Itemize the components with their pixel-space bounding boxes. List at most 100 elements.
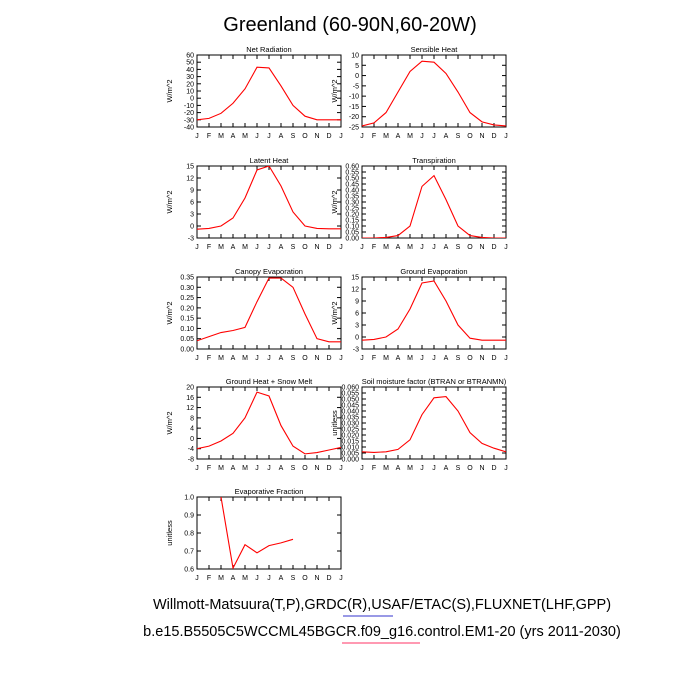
x-tick-label: F (207, 465, 211, 472)
x-tick-label: J (360, 465, 364, 472)
x-tick-label: S (456, 465, 461, 472)
series-line-1 (362, 60, 506, 127)
x-tick-label: M (407, 244, 413, 251)
y-axis-label: W/m^2 (330, 190, 339, 213)
x-tick-label: A (231, 575, 236, 582)
panel-title: Net Radiation (246, 45, 291, 54)
x-tick-label: M (242, 575, 248, 582)
x-tick-label: O (467, 465, 473, 472)
y-tick-label: 0.005 (341, 451, 359, 458)
y-tick-label: -10 (349, 94, 359, 101)
y-tick-label: 0.05 (345, 230, 359, 237)
y-tick-label: 0.10 (345, 224, 359, 231)
y-tick-label: 0.20 (345, 212, 359, 219)
x-tick-label: A (444, 244, 449, 251)
x-tick-label: S (291, 575, 296, 582)
panel-title: Soil moisture factor (BTRAN or BTRANMN) (362, 377, 507, 386)
y-tick-label: 12 (351, 287, 359, 294)
x-tick-label: N (314, 355, 319, 362)
series-line-1 (197, 391, 341, 455)
x-tick-label: N (479, 244, 484, 251)
x-tick-label: J (267, 355, 271, 362)
y-tick-label: 0.040 (341, 409, 359, 416)
x-tick-label: M (383, 244, 389, 251)
x-tick-label: J (255, 465, 259, 472)
y-tick-label: 40 (186, 67, 194, 74)
x-tick-label: A (279, 133, 284, 140)
panel-title: Evaporative Fraction (235, 487, 304, 496)
plot-frame (361, 276, 507, 350)
x-tick-label: O (302, 465, 308, 472)
x-tick-label: J (420, 465, 424, 472)
y-tick-label: 0.035 (341, 415, 359, 422)
x-tick-label: D (326, 133, 331, 140)
panel-8: Soil moisture factor (BTRAN or BTRANMN) 0… (330, 377, 508, 472)
y-tick-label: 12 (186, 405, 194, 412)
y-axis-label: W/m^2 (165, 79, 174, 102)
series-line-1 (362, 280, 506, 341)
x-tick-label: O (302, 575, 308, 582)
x-tick-label: N (479, 465, 484, 472)
y-tick-label: 10 (351, 53, 359, 60)
x-tick-label: J (360, 355, 364, 362)
x-tick-label: D (491, 465, 496, 472)
y-tick-label: 3 (355, 323, 359, 330)
y-tick-label: 0.045 (341, 403, 359, 410)
y-tick-label: 0.050 (341, 397, 359, 404)
y-tick-label: -20 (184, 110, 194, 117)
y-tick-label: 0.9 (184, 513, 194, 520)
x-tick-label: M (218, 465, 224, 472)
y-tick-label: 0 (355, 73, 359, 80)
y-tick-label: -15 (349, 104, 359, 111)
x-tick-label: F (207, 244, 211, 251)
panel-title: Ground Evaporation (400, 267, 467, 276)
x-tick-label: S (456, 244, 461, 251)
panel-title: Sensible Heat (411, 45, 459, 54)
x-tick-label: J (195, 575, 199, 582)
x-tick-label: D (326, 244, 331, 251)
y-tick-label: 0.30 (180, 285, 194, 292)
y-tick-label: 15 (351, 275, 359, 282)
x-tick-label: A (396, 133, 401, 140)
y-tick-label: 0.000 (341, 457, 359, 464)
y-tick-label: 0.00 (345, 236, 359, 243)
x-tick-label: J (432, 465, 436, 472)
x-tick-label: M (218, 244, 224, 251)
x-tick-label: S (291, 133, 296, 140)
series-line-1 (197, 166, 341, 230)
x-tick-label: A (279, 244, 284, 251)
x-tick-label: J (432, 133, 436, 140)
x-tick-label: J (339, 465, 343, 472)
y-tick-label: 15 (186, 164, 194, 171)
y-tick-label: 0.025 (341, 427, 359, 434)
x-tick-label: M (218, 575, 224, 582)
y-tick-label: 4 (190, 426, 194, 433)
x-tick-label: J (267, 244, 271, 251)
y-tick-label: 0.15 (345, 218, 359, 225)
x-tick-label: J (504, 465, 508, 472)
y-axis-label: W/m^2 (330, 79, 339, 102)
x-tick-label: A (231, 244, 236, 251)
x-tick-label: S (456, 355, 461, 362)
x-tick-label: J (255, 355, 259, 362)
x-tick-label: F (207, 133, 211, 140)
x-tick-label: J (195, 465, 199, 472)
y-tick-label: 0.10 (180, 326, 194, 333)
y-tick-label: -8 (188, 457, 194, 464)
x-tick-label: A (231, 355, 236, 362)
x-tick-label: A (396, 355, 401, 362)
x-tick-label: D (326, 465, 331, 472)
y-axis-label: unitless (165, 520, 174, 546)
x-tick-label: M (218, 355, 224, 362)
x-tick-label: M (383, 133, 389, 140)
footer-line-1: Willmott-Matsuura(T,P),GRDC(R),USAF/ETAC… (153, 597, 611, 613)
y-tick-label: 0.020 (341, 433, 359, 440)
x-tick-label: M (242, 355, 248, 362)
x-tick-label: J (432, 355, 436, 362)
x-tick-label: J (339, 575, 343, 582)
x-tick-label: J (255, 244, 259, 251)
x-tick-label: J (360, 133, 364, 140)
